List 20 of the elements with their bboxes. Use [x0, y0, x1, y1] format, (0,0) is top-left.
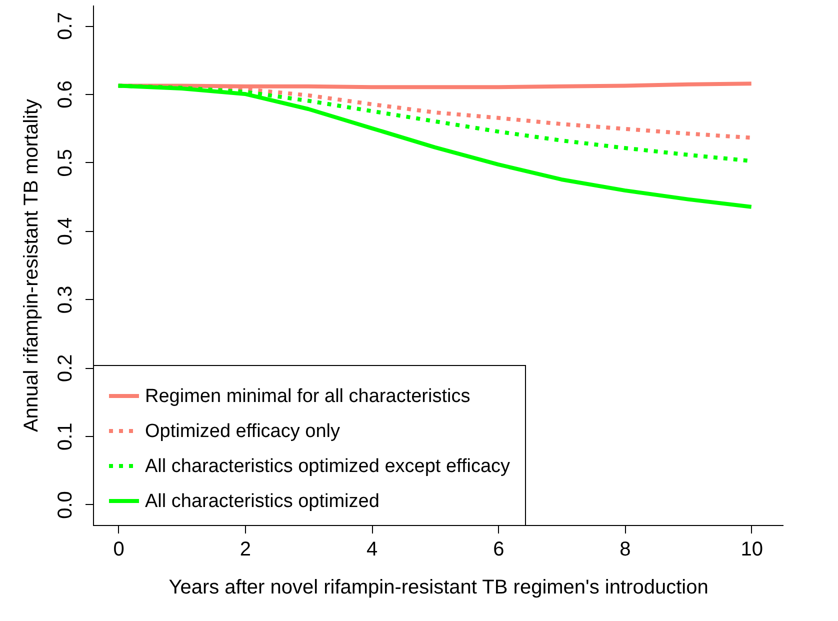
x-axis-title: Years after novel rifampin-resistant TB regimen's introduction: [168, 576, 708, 598]
legend-label: Optimized efficacy only: [145, 421, 341, 442]
y-tick-label: 0.7: [54, 12, 76, 40]
y-tick-label: 0.4: [54, 217, 76, 246]
y-tick-label: 0.6: [54, 80, 76, 108]
x-tick-label: 4: [366, 538, 378, 560]
y-tick-label: 0.5: [54, 148, 76, 177]
legend-label: Regimen minimal for all characteristics: [145, 386, 470, 407]
y-tick-label: 0.0: [54, 491, 76, 519]
y-tick-label: 0.3: [54, 286, 76, 314]
legend-label: All characteristics optimized except efficacy: [145, 456, 511, 477]
x-tick-label: 8: [620, 538, 631, 560]
x-tick-label: 0: [113, 538, 124, 560]
legend-label: All characteristics optimized: [145, 491, 380, 512]
x-tick-label: 2: [240, 538, 251, 560]
y-tick-label: 0.2: [54, 354, 76, 382]
y-tick-label: 0.1: [54, 422, 76, 450]
y-axis-title: Annual rifampin-resistant TB mortality: [20, 98, 42, 432]
x-tick-label: 10: [740, 538, 763, 560]
x-tick-label: 6: [493, 538, 504, 560]
